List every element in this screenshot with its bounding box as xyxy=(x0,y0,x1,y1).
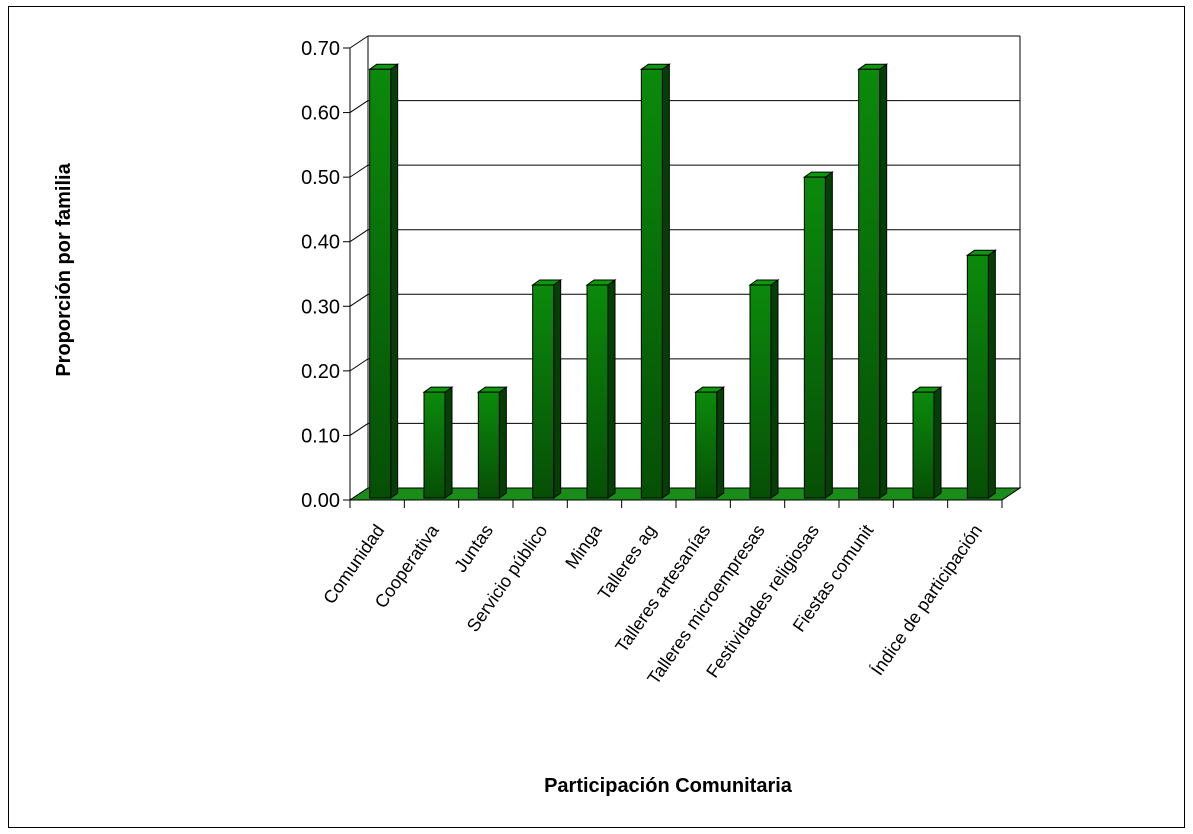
x-axis-title: Participación Comunitaria xyxy=(544,775,793,797)
bar-side xyxy=(716,386,725,499)
bar-front xyxy=(586,284,609,499)
x-tick-label: Minga xyxy=(561,520,606,572)
y-axis-title: Proporción por familia xyxy=(53,162,75,376)
bar-front xyxy=(532,284,555,499)
y-tick-labels: 0.00 0.10 0.20 0.30 0.40 0.50 0.60 0.70 xyxy=(301,38,340,512)
bar xyxy=(802,171,834,499)
bar-side xyxy=(498,386,507,499)
bar xyxy=(531,279,563,499)
bar-side xyxy=(553,279,562,499)
y-tick-label: 0.10 xyxy=(301,425,340,447)
bar xyxy=(748,279,780,499)
bar xyxy=(476,386,508,499)
bar-side xyxy=(444,386,453,499)
bar-front xyxy=(966,254,989,499)
bar-side xyxy=(933,386,942,499)
axes xyxy=(343,47,1003,508)
bar xyxy=(639,63,671,499)
gridline-depth xyxy=(349,229,369,243)
x-tick-label: Juntas xyxy=(450,521,497,576)
x-tick-label: Talleres artesanías xyxy=(611,521,714,656)
gridline-depth xyxy=(349,164,369,178)
bars xyxy=(368,63,997,499)
y-tick-label: 0.40 xyxy=(301,232,340,254)
gridline-depth xyxy=(349,293,369,307)
y-tick-label: 0.60 xyxy=(301,103,340,125)
bar-front xyxy=(858,68,881,499)
y-tick-label: 0.70 xyxy=(301,38,340,60)
bar-front xyxy=(749,284,772,499)
x-tick-label: Índice de participación xyxy=(867,521,986,679)
bar-front xyxy=(912,391,935,499)
bar xyxy=(857,63,889,499)
gridline-depth xyxy=(349,35,369,49)
bar-side xyxy=(987,249,996,499)
bar-front xyxy=(369,68,392,499)
gridline-depth xyxy=(349,100,369,113)
y-tick-label: 0.00 xyxy=(301,490,340,512)
bar xyxy=(422,386,454,499)
bar xyxy=(368,63,400,499)
bar xyxy=(694,386,726,499)
bar-front xyxy=(477,391,500,499)
gridline-depth xyxy=(349,358,369,372)
bar-side xyxy=(770,279,779,499)
gridline-depth xyxy=(349,423,369,436)
bar-side xyxy=(390,63,399,499)
bar-side xyxy=(879,63,888,499)
bar xyxy=(911,386,943,499)
bar-front xyxy=(695,391,718,499)
bar xyxy=(965,249,997,499)
bar-side xyxy=(661,63,670,499)
bar-front xyxy=(640,68,663,499)
bar-front xyxy=(803,176,826,499)
bar-side xyxy=(824,171,833,499)
y-tick-label: 0.30 xyxy=(301,296,340,318)
y-tick-label: 0.50 xyxy=(301,167,340,189)
bar-side xyxy=(607,279,616,499)
bar xyxy=(585,279,617,499)
y-tick-label: 0.20 xyxy=(301,361,340,383)
bar-front xyxy=(423,391,446,499)
